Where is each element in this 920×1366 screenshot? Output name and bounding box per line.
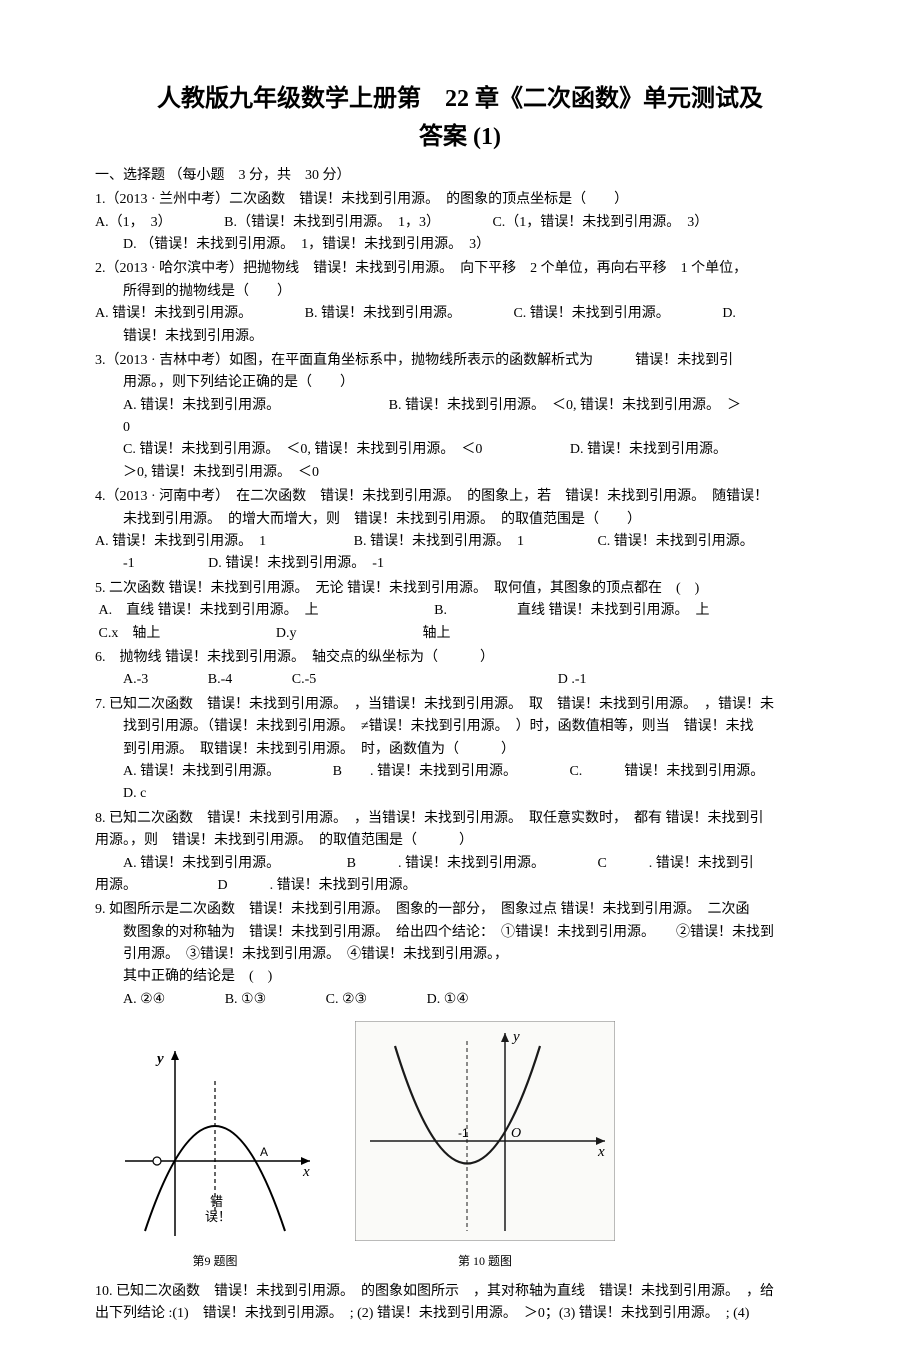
q9-opt-d: D. ①④ (427, 992, 469, 1007)
question-9: 9. 如图所示是二次函数 错误！未找到引用源。 图象的一部分， 图象过点 错误！… (95, 899, 825, 1011)
fig9-y-label: y (155, 1051, 164, 1067)
q9-opt-c: C. ②③ (326, 992, 367, 1007)
q7-opt-a: A. 错误！未找到引用源。 (123, 764, 273, 779)
figure-9-svg: x y A 错 误！ (115, 1041, 315, 1241)
q6-opt-d: D .-1 (558, 672, 587, 687)
q3-opt-d2: ＞0, 错误！未找到引用源。 ＜0 (95, 462, 825, 484)
question-5: 5. 二次函数 错误！未找到引用源。 无论 错误！未找到引用源。 取何值，其图象… (95, 578, 825, 645)
q9-stem-c: 引用源。 ③错误！未找到引用源。 ④错误！未找到引用源。， (95, 944, 825, 966)
fig10-origin: O (511, 1126, 521, 1141)
figure-9-caption: 第9 题图 (115, 1252, 315, 1271)
q1-opt-a: A.（1， 3） (95, 215, 165, 230)
question-4: 4.（2013 · 河南中考） 在二次函数 错误！未找到引用源。 的图象上，若 … (95, 486, 825, 576)
q4-opt-c: C. 错误！未找到引用源。 (597, 534, 753, 549)
q8-opt-c2: 用源。 (95, 878, 130, 893)
question-2: 2.（2013 · 哈尔滨中考）把抛物线 错误！未找到引用源。 向下平移 2 个… (95, 258, 825, 348)
q9-stem-d: 其中正确的结论是 ( ) (95, 966, 825, 988)
q7-opt-b: B . 错误！未找到引用源。 (333, 764, 510, 779)
q8-opt-c: C . 错误！未找到引 (597, 856, 753, 871)
q2-opt-b: B. 错误！未找到引用源。 (305, 306, 454, 321)
q2-stem-b: 向下平移 2 个单位，再向右平移 1 个单位， (446, 261, 747, 276)
question-3: 3.（2013 · 吉林中考）如图，在平面直角坐标系中，抛物线所表示的函数解析式… (95, 350, 825, 484)
figure-10: -1 O x y 第 10 题图 (355, 1021, 615, 1271)
fig9-point-a: A (260, 1145, 268, 1159)
q5-opt-a: A. 直线 错误！未找到引用源。 上 (99, 603, 319, 618)
q8-stem-a: 8. 已知二次函数 错误！未找到引用源。 ，当错误！未找到引用源。 取任意实数时… (95, 808, 825, 830)
q6-stem: 6. 抛物线 错误！未找到引用源。 轴交点的纵坐标为（ ） (95, 647, 825, 669)
q3-err: 错误！未找到引 (635, 353, 733, 368)
fig9-dash-label1: 错 (210, 1194, 223, 1209)
q7-stem-b: 找到引用源。（错误！未找到引用源。 ≠错误！未找到引用源。 ）时，函数值相等，则… (95, 716, 825, 738)
q6-opt-c: C.-5 (292, 672, 317, 687)
fig10-tick: -1 (458, 1126, 469, 1140)
q6-opt-b: B.-4 (208, 672, 233, 687)
figure-9: x y A 错 误！ 第9 题图 (115, 1041, 315, 1271)
question-8: 8. 已知二次函数 错误！未找到引用源。 ，当错误！未找到引用源。 取任意实数时… (95, 808, 825, 898)
q2-stem-c: 所得到的抛物线是（ ） (95, 281, 825, 303)
q7-opt-c: C. 错误！未找到引用源。 (569, 764, 764, 779)
q8-opt-a: A. 错误！未找到引用源。 (123, 856, 273, 871)
question-10: 10. 已知二次函数 错误！未找到引用源。 的图象如图所示 ，其对称轴为直线 错… (95, 1281, 825, 1326)
question-6: 6. 抛物线 错误！未找到引用源。 轴交点的纵坐标为（ ） A.-3 B.-4 … (95, 647, 825, 692)
q9-stem-a: 9. 如图所示是二次函数 错误！未找到引用源。 图象的一部分， 图象过点 错误！… (95, 899, 825, 921)
q5-opt-c: C.x 轴上 (99, 626, 161, 641)
figures-row: x y A 错 误！ 第9 题图 -1 O x y 第 10 题图 (115, 1021, 825, 1271)
q4-opt-d: D. 错误！未找到引用源。 -1 (208, 556, 384, 571)
q4-stem-a: 4.（2013 · 河南中考） 在二次函数 错误！未找到引用源。 的图象上，若 … (95, 486, 825, 508)
q9-stem-b: 数图象的对称轴为 错误！未找到引用源。 给出四个结论： ①错误！未找到引用源。 … (95, 922, 825, 944)
q4-opt-c2: -1 (123, 556, 135, 571)
q2-opt-d-prefix: D. (722, 306, 736, 321)
q1-err: 错误！未找到引用源。 (299, 192, 432, 207)
q2-stem-a: 2.（2013 · 哈尔滨中考）把抛物线 (95, 261, 313, 276)
q7-stem-c: 到引用源。 取错误！未找到引用源。 时，函数值为（ ） (95, 739, 825, 761)
q10-stem-a: 10. 已知二次函数 错误！未找到引用源。 的图象如图所示 ，其对称轴为直线 错… (95, 1281, 825, 1303)
fig10-y-label: y (511, 1029, 520, 1045)
q2-opt-c: C. 错误！未找到引用源。 (513, 306, 662, 321)
section-1-heading: 一、选择题 （每小题 3 分，共 30 分） (95, 165, 825, 187)
q3-stem-b: 用源。，则下列结论正确的是（ ） (95, 372, 825, 394)
q4-stem-b: 未找到引用源。 的增大而增大，则 错误！未找到引用源。 的取值范围是（ ） (95, 509, 825, 531)
q2-opt-a: A. 错误！未找到引用源。 (95, 306, 245, 321)
q3-opt-b1: B. 错误！未找到引用源。 ＜0, 错误！未找到引用源。 ＞ (389, 398, 741, 413)
q9-opt-a: A. ②④ (123, 992, 165, 1007)
figure-10-caption: 第 10 题图 (355, 1252, 615, 1271)
question-1: 1.（2013 · 兰州中考）二次函数 错误！未找到引用源。 的图象的顶点坐标是… (95, 189, 825, 256)
q7-opt-d: D. c (95, 783, 825, 805)
q8-opt-b: B . 错误！未找到引用源。 (347, 856, 538, 871)
q7-stem-a: 7. 已知二次函数 错误！未找到引用源。 ，当错误！未找到引用源。 取 错误！未… (95, 694, 825, 716)
fig9-dash-label2: 误！ (205, 1209, 231, 1224)
q1-opt-d: D. （错误！未找到引用源。 1，错误！未找到引用源。 3） (95, 234, 825, 256)
q1-opt-b: B.（错误！未找到引用源。 1，3） (224, 215, 433, 230)
q3-opt-a: A. 错误！未找到引用源。 (123, 398, 273, 413)
q4-opt-b: B. 错误！未找到引用源。 1 (354, 534, 524, 549)
q6-opt-a: A.-3 (123, 672, 148, 687)
q1-stem-b: 的图象的顶点坐标是（ ） (432, 192, 628, 207)
q8-opt-d: D . 错误！未找到引用源。 (218, 878, 417, 893)
q9-opt-b: B. ①③ (225, 992, 266, 1007)
fig9-x-label: x (302, 1164, 310, 1180)
q4-opt-a: A. 错误！未找到引用源。 1 (95, 534, 266, 549)
q5-opt-b: B. 直线 错误！未找到引用源。 上 (434, 603, 709, 618)
q10-stem-b: 出下列结论 :(1) 错误！未找到引用源。 ; (2) 错误！未找到引用源。 ＞… (95, 1303, 825, 1325)
q1-opt-c: C.（1，错误！未找到引用源。 3） (492, 215, 708, 230)
fig10-x-label: x (597, 1144, 605, 1160)
question-7: 7. 已知二次函数 错误！未找到引用源。 ，当错误！未找到引用源。 取 错误！未… (95, 694, 825, 806)
q3-stem-a: 3.（2013 · 吉林中考）如图，在平面直角坐标系中，抛物线所表示的函数解析式… (95, 353, 635, 368)
q2-opt-d: 错误！未找到引用源。 (95, 326, 825, 348)
q5-stem: 5. 二次函数 错误！未找到引用源。 无论 错误！未找到引用源。 取何值，其图象… (95, 578, 825, 600)
q5-opt-d: D.y 轴上 (276, 626, 451, 641)
figure-10-svg: -1 O x y (355, 1021, 615, 1241)
q3-opt-c: C. 错误！未找到引用源。 ＜0, 错误！未找到引用源。 ＜0 (123, 442, 482, 457)
q8-stem-b: 用源。，则 错误！未找到引用源。 的取值范围是（ ） (95, 830, 825, 852)
q3-opt-d1: D. 错误！未找到引用源。 (570, 442, 727, 457)
doc-title-line1: 人教版九年级数学上册第 22 章《二次函数》单元测试及 (157, 86, 763, 112)
q2-err: 错误！未找到引用源。 (313, 261, 446, 276)
q1-stem-a: 1.（2013 · 兰州中考）二次函数 (95, 192, 299, 207)
doc-title-line2: 答案 (1) (419, 124, 501, 150)
q3-opt-b2: 0 (95, 417, 825, 439)
